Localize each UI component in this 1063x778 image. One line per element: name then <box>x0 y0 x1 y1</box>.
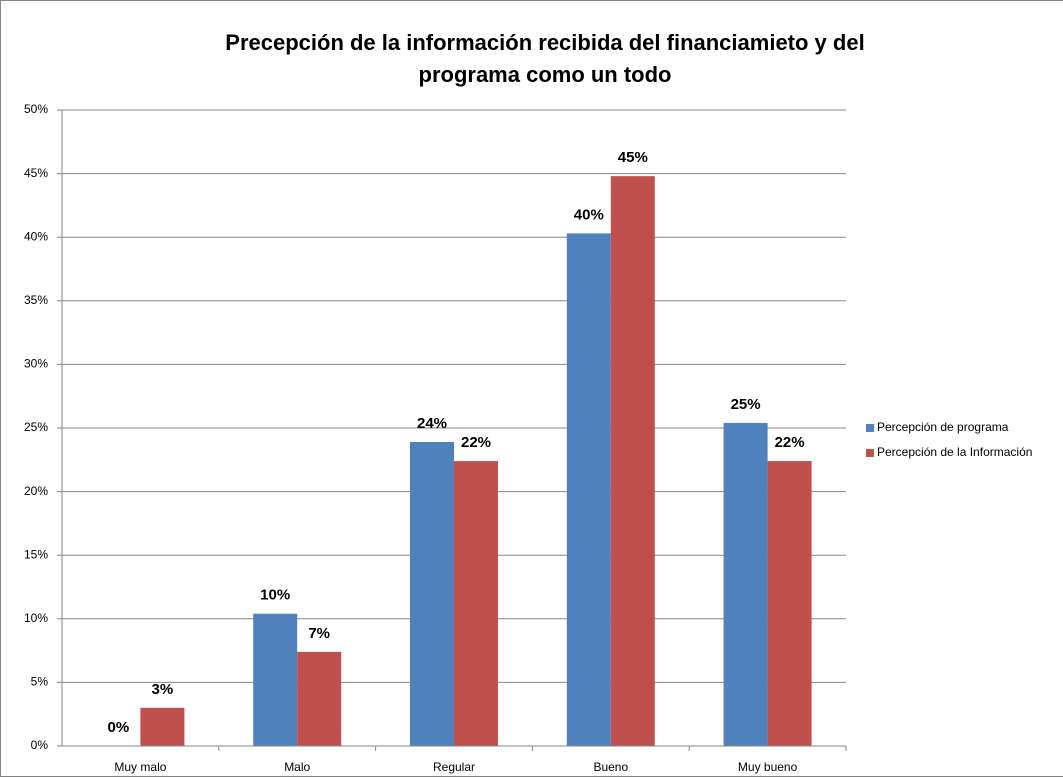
bar <box>566 233 611 746</box>
bar <box>253 613 298 746</box>
data-label: 22% <box>775 434 805 451</box>
data-label: 45% <box>618 149 648 166</box>
data-label: 24% <box>417 415 447 432</box>
chart-title: programa como un todo <box>419 62 672 87</box>
data-label: 22% <box>461 434 491 451</box>
data-label: 0% <box>108 719 130 736</box>
data-label: 10% <box>260 587 290 604</box>
legend-swatch <box>866 449 874 457</box>
data-label: 3% <box>152 681 174 698</box>
bar <box>410 441 454 746</box>
x-tick-label: Regular <box>433 760 475 774</box>
x-tick-label: Bueno <box>593 760 628 774</box>
y-tick-label: 35% <box>24 293 48 307</box>
y-tick-label: 20% <box>24 484 48 498</box>
data-label: 40% <box>574 206 604 223</box>
bar <box>723 422 768 746</box>
bar <box>454 461 498 746</box>
x-tick-label: Muy malo <box>114 760 166 774</box>
y-tick-label: 25% <box>24 420 48 434</box>
chart-title: Precepción de la información recibida de… <box>225 30 864 55</box>
data-label: 25% <box>731 396 761 413</box>
legend-swatch <box>866 424 874 432</box>
x-tick-label: Muy bueno <box>738 760 798 774</box>
bar <box>610 176 655 747</box>
legend-label: Percepción de la Información <box>877 445 1032 459</box>
y-tick-label: 40% <box>24 229 48 243</box>
y-tick-label: 15% <box>24 547 48 561</box>
bar <box>140 707 185 746</box>
data-label: 7% <box>308 625 330 642</box>
bar <box>767 461 812 746</box>
legend-label: Percepción de programa <box>877 420 1009 434</box>
x-tick-label: Malo <box>284 760 310 774</box>
y-tick-label: 45% <box>24 166 48 180</box>
y-tick-label: 50% <box>24 102 48 116</box>
y-tick-label: 30% <box>24 357 48 371</box>
y-tick-label: 0% <box>31 738 49 752</box>
bar <box>297 651 342 746</box>
y-tick-label: 10% <box>24 611 48 625</box>
y-tick-label: 5% <box>31 675 49 689</box>
